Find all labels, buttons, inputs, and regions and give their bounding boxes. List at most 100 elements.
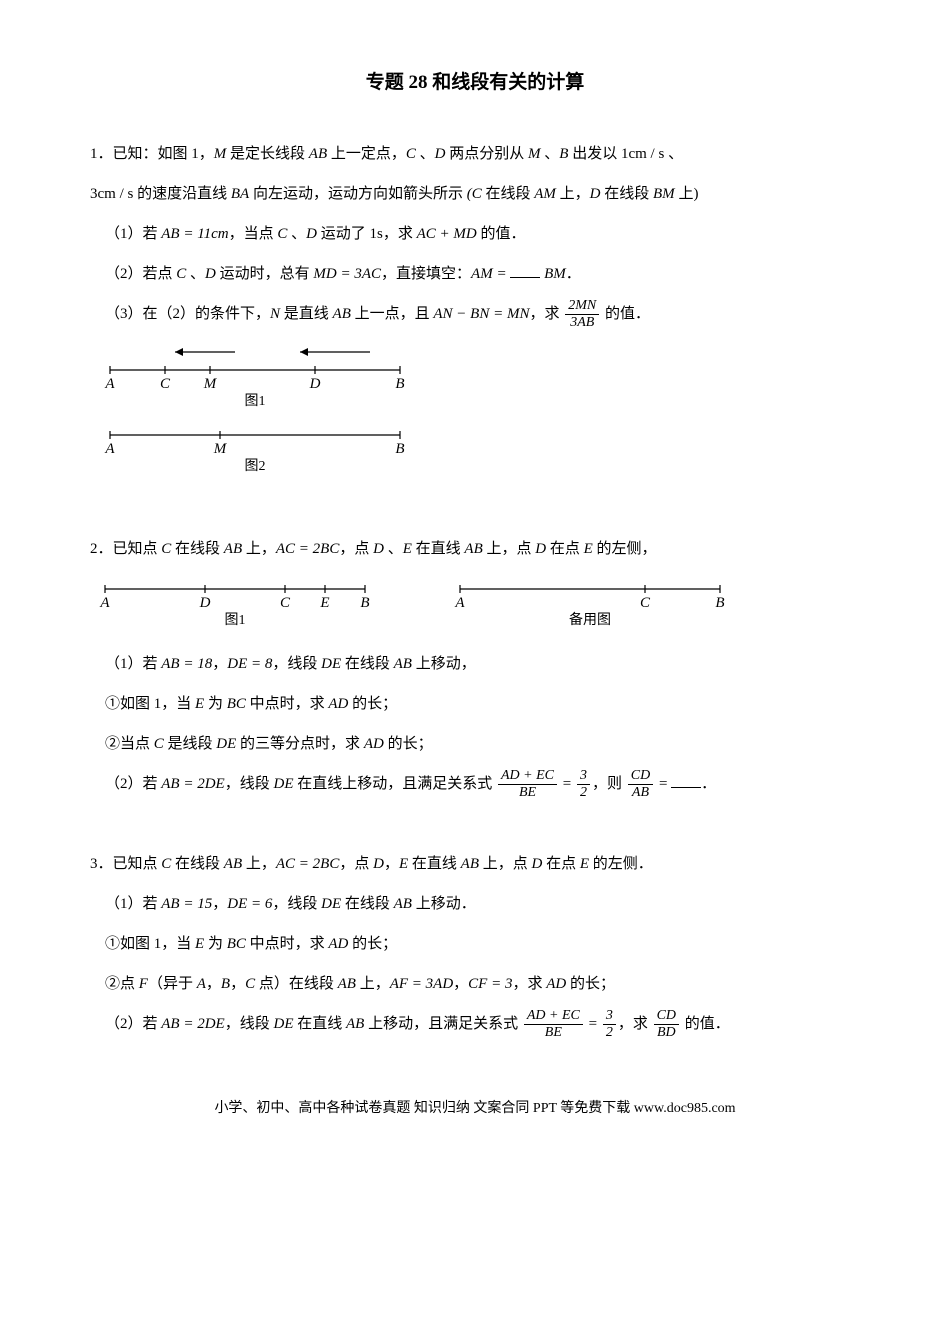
fraction: 32 bbox=[577, 768, 590, 800]
page-footer: 小学、初中、高中各种试卷真题 知识归纳 文案合同 PPT 等免费下载 www.d… bbox=[90, 1092, 860, 1126]
svg-text:A: A bbox=[104, 441, 115, 457]
text: 中点时，求 bbox=[246, 696, 329, 712]
text: 两点分别从 bbox=[446, 146, 529, 162]
math: 1s bbox=[370, 226, 383, 242]
svg-text:D: D bbox=[309, 376, 321, 392]
math: BM bbox=[544, 266, 566, 282]
text: 出发以 bbox=[568, 146, 621, 162]
text: 上) bbox=[675, 186, 699, 202]
math: AD bbox=[328, 936, 348, 952]
footer-text: 小学、初中、高中各种试卷真题 知识归纳 文案合同 PPT 等免费下载 www.d… bbox=[214, 1101, 735, 1116]
text: 上， bbox=[356, 976, 390, 992]
svg-text:M: M bbox=[203, 376, 218, 392]
text: 上， bbox=[242, 541, 276, 557]
text: ， bbox=[212, 896, 227, 912]
text: 为 bbox=[204, 936, 227, 952]
q2-stem: 2．已知点 C 在线段 AB 上，AC = 2BC，点 D 、E 在直线 AB … bbox=[90, 531, 860, 567]
denominator: BE bbox=[498, 785, 557, 800]
svg-text:A: A bbox=[104, 376, 115, 392]
text: ，直接填空： bbox=[381, 266, 471, 282]
math: D bbox=[205, 266, 216, 282]
numerator: 2MN bbox=[565, 298, 599, 314]
text: 在线段 bbox=[601, 186, 654, 202]
math: C bbox=[154, 736, 164, 752]
text: ①如图 1，当 bbox=[105, 936, 195, 952]
math: C bbox=[161, 541, 171, 557]
text: 在点 bbox=[542, 856, 580, 872]
math: DE bbox=[321, 656, 341, 672]
math: BA bbox=[231, 186, 249, 202]
text: （1）若 bbox=[105, 226, 161, 242]
fraction: CDBD bbox=[654, 1008, 679, 1040]
text: ． bbox=[566, 266, 581, 282]
text: 的长； bbox=[348, 936, 397, 952]
fraction: AD + ECBE bbox=[498, 768, 557, 800]
text: 1．已知：如图 1， bbox=[90, 146, 214, 162]
q1-figure2: AMB图2 bbox=[90, 423, 420, 483]
math: A bbox=[197, 976, 206, 992]
math: 3cm / s bbox=[90, 186, 133, 202]
text: ， bbox=[212, 656, 227, 672]
math: DE bbox=[273, 776, 293, 792]
q2-figure1: ADCEB图1 bbox=[90, 579, 385, 634]
text: （3）在（2）的条件下， bbox=[105, 306, 270, 322]
math: B bbox=[221, 976, 230, 992]
text: 运动时，总有 bbox=[216, 266, 314, 282]
page-title: 专题 28 和线段有关的计算 bbox=[90, 60, 860, 106]
math: AD bbox=[546, 976, 566, 992]
fraction: AD + ECBE bbox=[524, 1008, 583, 1040]
text: ，求 bbox=[529, 306, 563, 322]
math: E bbox=[403, 541, 412, 557]
text: 的长； bbox=[566, 976, 615, 992]
numerator: CD bbox=[654, 1008, 679, 1024]
text: （2）若点 bbox=[105, 266, 176, 282]
q1-figure1: ACMDB图1 bbox=[90, 340, 420, 415]
text: ， bbox=[453, 976, 468, 992]
fraction: CDAB bbox=[628, 768, 653, 800]
math: DE bbox=[216, 736, 236, 752]
math: AB = 11cm bbox=[161, 226, 228, 242]
text: ，线段 bbox=[225, 776, 274, 792]
text: ， bbox=[206, 976, 221, 992]
q3-part1b: ②点 F（异于 A，B，C 点）在线段 AB 上，AF = 3AD，CF = 3… bbox=[90, 966, 860, 1002]
math: AB bbox=[464, 541, 482, 557]
q3-part2: （2）若 AB = 2DE，线段 DE 在直线 AB 上移动，且满足关系式 AD… bbox=[90, 1006, 860, 1042]
svg-text:E: E bbox=[319, 595, 329, 611]
numerator: 3 bbox=[577, 768, 590, 784]
math: E bbox=[580, 856, 589, 872]
text: 在线段 bbox=[171, 856, 224, 872]
math: M bbox=[214, 146, 227, 162]
text: ， bbox=[384, 856, 399, 872]
text: = bbox=[559, 776, 575, 792]
text: 为 bbox=[204, 696, 227, 712]
svg-text:B: B bbox=[360, 595, 369, 611]
math: AF = 3AD bbox=[390, 976, 453, 992]
text: ，点 bbox=[339, 541, 373, 557]
math: C bbox=[245, 976, 255, 992]
text: ②当点 bbox=[105, 736, 154, 752]
text: 在点 bbox=[546, 541, 584, 557]
math: D bbox=[590, 186, 601, 202]
fraction: 32 bbox=[603, 1008, 616, 1040]
math: D bbox=[535, 541, 546, 557]
svg-text:图2: 图2 bbox=[245, 459, 266, 474]
svg-text:B: B bbox=[395, 441, 404, 457]
text: 、 bbox=[416, 146, 435, 162]
text: 上，点 bbox=[483, 541, 536, 557]
math: AN − BN = MN bbox=[433, 306, 529, 322]
denominator: BE bbox=[524, 1025, 583, 1040]
text: 在直线 bbox=[293, 1016, 346, 1032]
math: DE = 8 bbox=[227, 656, 272, 672]
math: AM bbox=[534, 186, 556, 202]
math: M bbox=[528, 146, 541, 162]
text: ． bbox=[701, 776, 716, 792]
math: MD = 3AC bbox=[313, 266, 381, 282]
text: 上一定点， bbox=[327, 146, 406, 162]
denominator: BD bbox=[654, 1025, 679, 1040]
denominator: 3AB bbox=[565, 315, 599, 330]
text: 上， bbox=[556, 186, 590, 202]
text: ②点 bbox=[105, 976, 139, 992]
text: 中点时，求 bbox=[246, 936, 329, 952]
math: E bbox=[195, 696, 204, 712]
math: AC = 2BC bbox=[276, 541, 339, 557]
